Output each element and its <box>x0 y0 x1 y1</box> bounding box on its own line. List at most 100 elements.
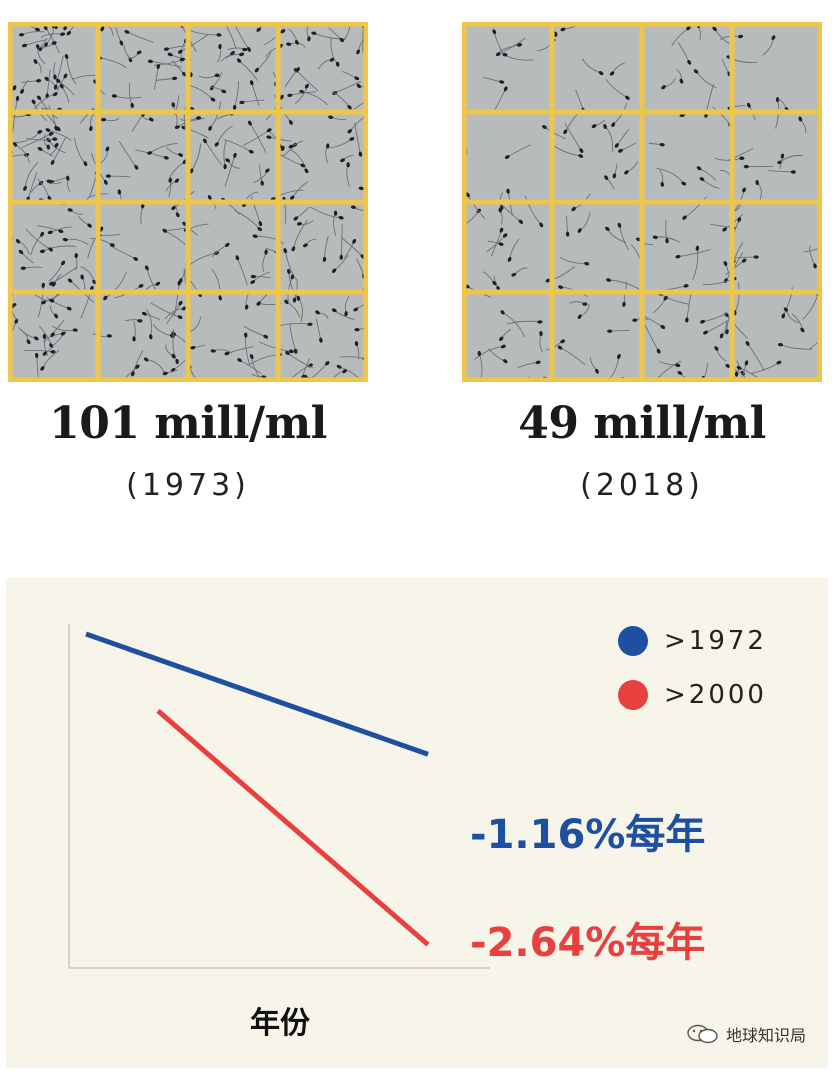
sperm-head <box>59 32 66 36</box>
sperm-head <box>179 57 185 62</box>
sperm-head <box>40 231 45 237</box>
sperm-head <box>100 26 105 32</box>
sperm-head <box>598 71 604 76</box>
sperm-tail <box>290 149 307 171</box>
sperm-head <box>89 126 93 132</box>
sperm-tail <box>284 250 299 282</box>
sperm-head <box>539 222 544 228</box>
sperm-head <box>190 345 196 350</box>
sperm-head <box>607 329 613 333</box>
sperm-head <box>12 142 18 147</box>
sperm-head <box>247 46 251 52</box>
sperm-head <box>66 175 70 181</box>
sperm-tail <box>295 69 319 92</box>
sperm-head <box>174 125 180 129</box>
sperm-tail <box>50 226 72 233</box>
sperm-head <box>296 295 301 301</box>
sperm-head <box>177 49 183 54</box>
watermark: 地球知识局 <box>686 1022 806 1046</box>
sperm-head <box>103 179 108 185</box>
sperm-head <box>743 164 749 169</box>
sperm-tail <box>24 161 39 189</box>
sperm-head <box>719 333 724 339</box>
sperm-head <box>358 186 364 191</box>
sperm-head <box>133 257 139 261</box>
sperm-head <box>148 117 154 122</box>
sperm-head <box>632 318 638 322</box>
sperm-head <box>31 99 36 105</box>
sperm-head <box>790 170 796 174</box>
sperm-head <box>48 247 53 252</box>
sperm-head <box>354 327 360 332</box>
sperm-head <box>119 40 124 46</box>
sperm-head <box>135 364 140 369</box>
sperm-head <box>660 325 666 329</box>
sperm-head <box>287 268 291 275</box>
sperm-head <box>247 120 252 126</box>
sperm-head <box>296 222 303 226</box>
sperm-head <box>280 29 286 34</box>
sperm-head <box>286 42 292 46</box>
sperm-head <box>739 156 745 160</box>
sperm-head <box>579 148 584 153</box>
sperm-head <box>502 233 508 238</box>
sperm-tail <box>42 245 76 252</box>
sperm-head <box>178 278 183 284</box>
sperm-head <box>565 231 570 237</box>
sperm-head <box>21 43 28 48</box>
sperm-head <box>339 37 345 43</box>
sperm-tail <box>692 248 699 280</box>
sperm-head <box>163 156 169 160</box>
sperm-head <box>777 342 784 347</box>
sperm-head <box>339 254 343 260</box>
sperm-tail <box>37 285 44 318</box>
sperm-head <box>134 164 139 170</box>
sperm-head <box>105 146 110 152</box>
sperm-head <box>338 215 344 220</box>
sperm-head <box>665 238 669 244</box>
sperm-head <box>307 36 311 42</box>
sperm-head <box>250 280 256 285</box>
sperm-head <box>279 94 284 100</box>
sperm-head <box>41 282 46 288</box>
sperm-head <box>358 151 363 157</box>
sperm-head <box>252 234 258 238</box>
sperm-head <box>47 230 53 235</box>
sperm-head <box>714 346 719 351</box>
sperm-head <box>14 318 19 324</box>
sperm-head <box>492 29 497 35</box>
sperm-tail <box>8 87 15 102</box>
sperm-head <box>346 162 350 168</box>
sperm-head <box>604 175 609 181</box>
sperm-head <box>141 203 145 209</box>
sperm-head <box>23 185 27 191</box>
sperm-head <box>319 337 323 343</box>
sperm-head <box>492 280 497 286</box>
sperm-head <box>35 44 40 50</box>
legend-label-2000: >2000 <box>664 680 767 710</box>
sperm-head <box>34 27 41 32</box>
sperm-head <box>304 83 309 89</box>
sperm-head <box>64 53 69 60</box>
sperm-head <box>322 256 327 262</box>
sperm-tail <box>234 81 239 108</box>
sperm-head <box>249 80 254 86</box>
sperm-head <box>352 238 357 244</box>
sperm-head <box>354 341 359 347</box>
sperm-head <box>177 315 183 320</box>
sperm-head <box>15 238 21 244</box>
sperm-tail <box>802 293 819 320</box>
sperm-head <box>675 254 681 259</box>
sperm-head <box>288 120 293 125</box>
wechat-icon <box>687 1024 718 1044</box>
sperm-head <box>41 300 47 305</box>
sperm-head <box>560 339 566 344</box>
sperm-head <box>734 371 739 377</box>
year-2018: (2018) <box>580 468 704 503</box>
sperm-head <box>737 217 742 223</box>
sperm-head <box>539 330 543 337</box>
sperm-head <box>249 354 254 360</box>
sperm-tail <box>644 324 660 352</box>
sperm-head <box>725 329 729 335</box>
sperm-head <box>356 49 361 55</box>
